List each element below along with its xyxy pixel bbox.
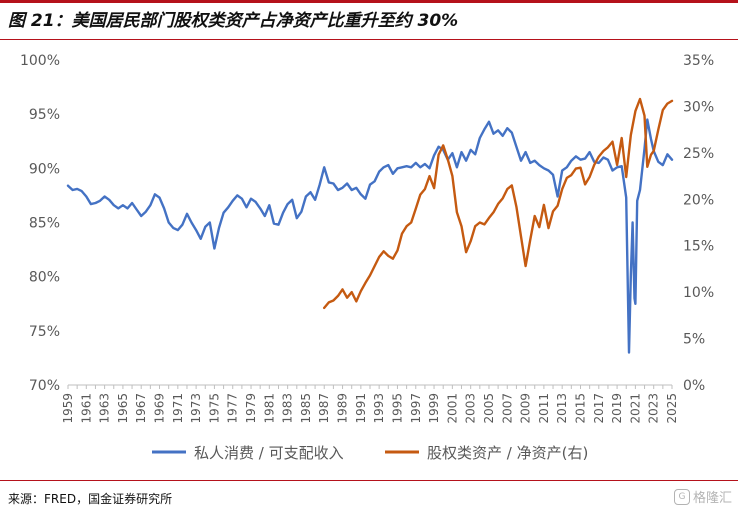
y-left-tick-label: 90% [29,161,60,177]
y-right-tick-label: 20% [683,192,714,208]
x-tick-label: 1981 [262,393,276,424]
x-tick-label: 1985 [299,393,313,424]
y-right-tick-label: 25% [683,146,714,162]
y-right-tick-label: 30% [683,99,714,115]
x-tick-label: 1983 [281,393,295,424]
x-tick-label: 2013 [555,393,569,424]
x-tick-label: 1995 [390,393,404,424]
x-tick-label: 1999 [427,393,441,424]
y-right-tick-label: 15% [683,239,714,255]
x-tick-label: 2019 [610,393,624,424]
x-tick-label: 1987 [317,393,331,424]
source-note: 来源：FRED，国金证券研究所 [8,492,173,506]
x-tick-label: 2003 [464,393,478,424]
x-tick-label: 1965 [116,393,130,424]
x-tick-label: 2015 [573,393,587,424]
figure-title: 图 21：美国居民部门股权类资产占净资产比重升至约 30% [8,11,459,31]
x-tick-label: 1973 [189,393,203,424]
x-tick-label: 1971 [171,393,185,424]
chart-series [66,97,674,354]
legend-label: 股权类资产 / 净资产(右) [427,444,588,462]
x-tick-label: 1997 [409,393,423,424]
x-tick-label: 2009 [519,393,533,424]
x-tick-label: 1975 [207,393,221,424]
watermark-logo-icon: G [673,488,690,505]
x-tick-label: 1991 [354,393,368,424]
source-divider [0,480,738,481]
x-tick-label: 2005 [482,393,496,424]
legend-label: 私人消费 / 可支配收入 [194,444,344,462]
watermark-text: 格隆汇 [692,491,732,506]
chart-legend: 私人消费 / 可支配收入 股权类资产 / 净资产(右) [152,444,588,462]
x-tick-label: 1959 [61,393,75,424]
x-tick-label: 1977 [226,393,240,424]
x-tick-label: 2011 [537,393,551,424]
x-tick-label: 1967 [134,393,148,424]
y-right-tick-label: 5% [683,332,705,348]
x-tick-label: 2021 [628,393,642,424]
x-tick-label: 1963 [98,393,112,424]
chart-axes: 70% 75% 80% 85% 90% 95% 100% 0% 5% 10% 15% 20% 25% 30… [20,53,714,424]
dual-axis-line-chart: 70% 75% 80% 85% 90% 95% 100% 0% 5% 10% 15% 20% 25% 30… [20,53,714,462]
y-right-tick-label: 10% [683,285,714,301]
x-tick-label: 1993 [372,393,386,424]
y-left-tick-label: 95% [29,107,60,123]
x-tick-label: 1979 [244,393,258,424]
series-line-equity-share [323,97,674,310]
y-left-tick-label: 85% [29,216,60,232]
y-left-tick-label: 70% [29,378,60,394]
x-tick-label: 1961 [79,393,93,424]
y-left-tick-label: 75% [29,324,60,340]
x-tick-label: 2001 [445,393,459,424]
title-bar [0,0,738,40]
x-tick-label: 2023 [647,393,661,424]
series-line-consumption-ratio [66,118,674,354]
watermark: G 格隆汇 [673,487,732,506]
y-right-tick-label: 35% [683,53,714,69]
y-left-tick-label: 100% [20,53,60,69]
x-tick-label: 1969 [153,393,167,424]
y-left-tick-label: 80% [29,270,60,286]
x-tick-label: 2007 [500,393,514,424]
x-tick-label: 2017 [592,393,606,424]
x-tick-label: 1989 [336,393,350,424]
x-tick-label: 2025 [665,393,679,424]
y-right-tick-label: 0% [683,378,705,394]
